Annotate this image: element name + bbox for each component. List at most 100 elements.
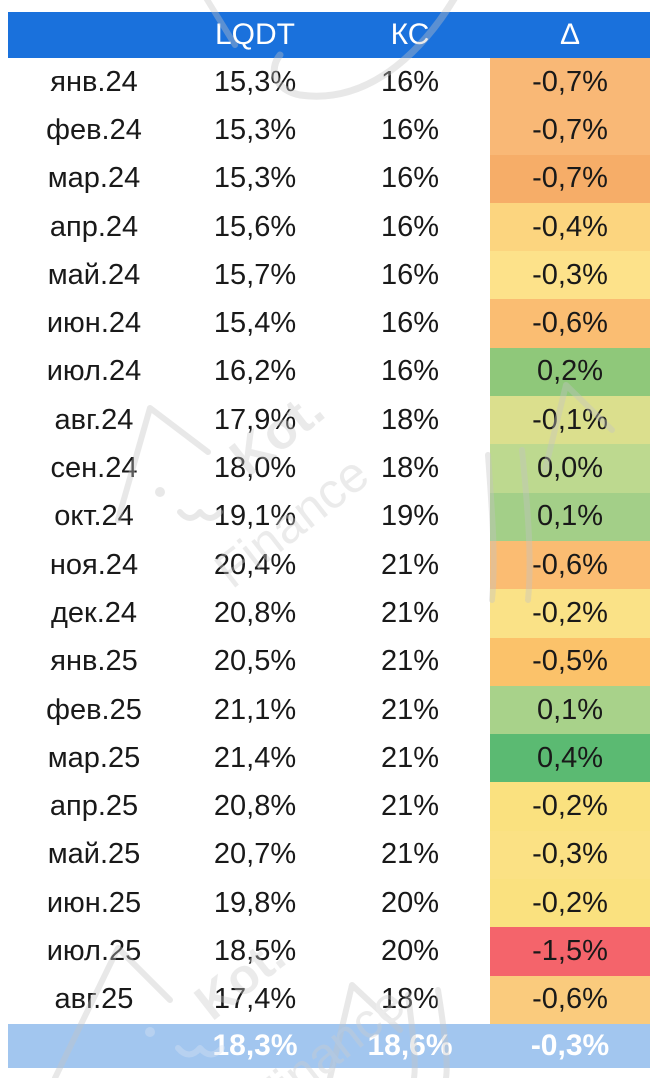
table-row: авг.24 17,9% 18% -0,1%: [8, 396, 650, 445]
month-cell: мар.24: [47, 162, 141, 195]
kc-cell: 16%: [380, 162, 440, 195]
table-row: май.24 15,7% 16% -0,3%: [8, 251, 650, 300]
kc-cell: 21%: [380, 548, 440, 581]
lqdt-cell: 18,0%: [213, 452, 297, 485]
table-row: фев.25 21,1% 21% 0,1%: [8, 685, 650, 735]
table-row: апр.24 15,6% 16% -0,4%: [8, 202, 650, 252]
lqdt-cell: 20,7%: [213, 838, 297, 871]
month-cell: апр.24: [49, 210, 139, 243]
month-cell: сен.24: [50, 452, 138, 485]
month-cell: окт.24: [54, 500, 134, 533]
delta-cell: -0,6%: [490, 540, 650, 590]
delta-cell: -0,3%: [490, 251, 650, 300]
delta-cell: 0,2%: [490, 347, 650, 397]
kc-cell: 16%: [380, 65, 440, 98]
lqdt-cell: 15,3%: [213, 113, 297, 146]
footer-kc-average: 18,6%: [367, 1028, 453, 1062]
table-row: май.25 20,7% 21% -0,3%: [8, 830, 650, 880]
kc-cell: 18%: [380, 983, 440, 1016]
column-header-delta: Δ: [559, 18, 581, 51]
lqdt-cell: 21,4%: [213, 741, 297, 774]
lqdt-cell: 18,5%: [213, 934, 297, 967]
table-row: дек.24 20,8% 21% -0,2%: [8, 589, 650, 638]
delta-cell: -0,6%: [490, 975, 650, 1024]
table-row: янв.24 15,3% 16% -0,7%: [8, 58, 650, 107]
lqdt-cell: 15,3%: [213, 162, 297, 195]
delta-cell: -0,3%: [490, 830, 650, 880]
month-cell: ноя.24: [49, 548, 139, 581]
month-cell: авг.24: [54, 403, 134, 436]
month-cell: дек.24: [50, 596, 138, 629]
delta-cell: -0,1%: [490, 396, 650, 445]
month-cell: июн.25: [46, 886, 142, 919]
table-row: июн.24 15,4% 16% -0,6%: [8, 299, 650, 348]
delta-cell: -0,2%: [490, 782, 650, 831]
month-cell: май.25: [47, 838, 141, 871]
kc-cell: 21%: [380, 645, 440, 678]
kc-cell: 18%: [380, 403, 440, 436]
month-cell: янв.25: [50, 645, 138, 678]
delta-cell: 0,1%: [490, 685, 650, 735]
delta-cell: -0,2%: [490, 589, 650, 638]
table-footer: 18,3% 18,6% -0,3%: [8, 1023, 650, 1068]
month-cell: июн.24: [46, 307, 142, 340]
table-header: LQDT КС Δ: [8, 12, 650, 58]
month-cell: апр.25: [49, 790, 139, 823]
lqdt-cell: 15,4%: [213, 307, 297, 340]
delta-cell: -1,5%: [490, 927, 650, 976]
table-row: сен.24 18,0% 18% 0,0%: [8, 444, 650, 493]
delta-cell: -0,2%: [490, 879, 650, 928]
table-row: ноя.24 20,4% 21% -0,6%: [8, 540, 650, 590]
lqdt-cell: 19,8%: [213, 886, 297, 919]
delta-cell: -0,6%: [490, 299, 650, 348]
lqdt-cell: 15,7%: [213, 258, 297, 291]
footer-delta-average: -0,3%: [530, 1028, 610, 1062]
delta-cell: 0,4%: [490, 734, 650, 783]
lqdt-cell: 20,5%: [213, 645, 297, 678]
lqdt-cell: 20,4%: [213, 548, 297, 581]
kc-cell: 19%: [380, 500, 440, 533]
kc-cell: 21%: [380, 838, 440, 871]
lqdt-cell: 15,3%: [213, 65, 297, 98]
kc-cell: 21%: [380, 693, 440, 726]
month-cell: июл.25: [46, 934, 142, 967]
kc-cell: 16%: [380, 355, 440, 388]
month-cell: фев.24: [46, 113, 142, 146]
table-row: мар.24 15,3% 16% -0,7%: [8, 154, 650, 203]
lqdt-cell: 17,4%: [213, 983, 297, 1016]
kc-cell: 20%: [380, 934, 440, 967]
table-row: мар.25 21,4% 21% 0,4%: [8, 734, 650, 783]
delta-cell: -0,7%: [490, 154, 650, 203]
table-row: окт.24 19,1% 19% 0,1%: [8, 492, 650, 541]
delta-cell: -0,5%: [490, 637, 650, 686]
table-row: апр.25 20,8% 21% -0,2%: [8, 782, 650, 831]
table-row: фев.24 15,3% 16% -0,7%: [8, 106, 650, 155]
kc-cell: 21%: [380, 596, 440, 629]
kc-cell: 21%: [380, 741, 440, 774]
table-body: янв.24 15,3% 16% -0,7% фев.24 15,3% 16% -0,7% ма…: [8, 58, 650, 1024]
delta-cell: 0,0%: [490, 444, 650, 493]
column-header-kc: КС: [390, 18, 430, 51]
table-row: июл.24 16,2% 16% 0,2%: [8, 347, 650, 397]
lqdt-cell: 21,1%: [213, 693, 297, 726]
table-row: июл.25 18,5% 20% -1,5%: [8, 927, 650, 976]
footer-lqdt-average: 18,3%: [212, 1028, 298, 1062]
delta-cell: -0,4%: [490, 202, 650, 252]
kc-cell: 20%: [380, 886, 440, 919]
lqdt-cell: 16,2%: [213, 355, 297, 388]
month-cell: авг.25: [54, 983, 134, 1016]
kc-cell: 16%: [380, 210, 440, 243]
table-row: июн.25 19,8% 20% -0,2%: [8, 879, 650, 928]
lqdt-cell: 19,1%: [213, 500, 297, 533]
lqdt-cell: 17,9%: [213, 403, 297, 436]
column-header-lqdt: LQDT: [214, 18, 295, 51]
kc-cell: 18%: [380, 452, 440, 485]
month-cell: июл.24: [46, 355, 142, 388]
lqdt-cell: 20,8%: [213, 790, 297, 823]
delta-cell: -0,7%: [490, 106, 650, 155]
kc-cell: 16%: [380, 113, 440, 146]
month-cell: янв.24: [50, 65, 138, 98]
table-row: янв.25 20,5% 21% -0,5%: [8, 637, 650, 686]
kc-cell: 16%: [380, 307, 440, 340]
